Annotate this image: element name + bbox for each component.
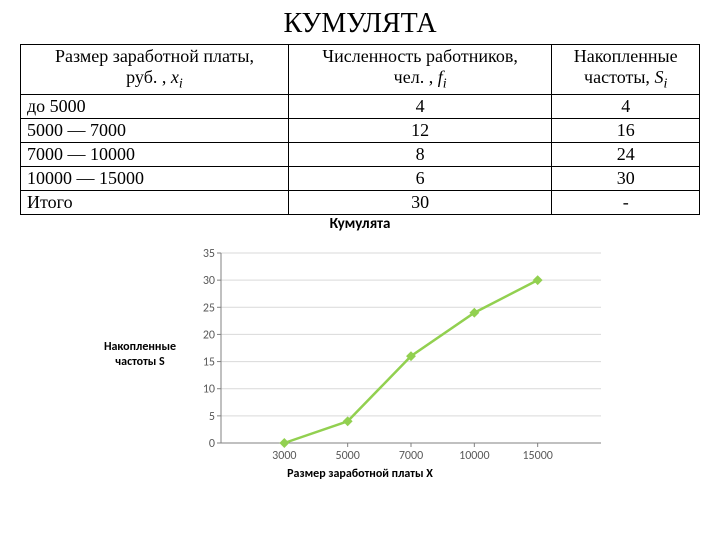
table-header-row: Размер заработной платы, руб. , xi Числе… (21, 45, 700, 95)
svg-text:5: 5 (209, 409, 215, 423)
data-table: Размер заработной платы, руб. , xi Числе… (20, 44, 700, 215)
svg-text:10: 10 (203, 382, 215, 396)
col1-header: Размер заработной платы, руб. , xi (21, 45, 289, 95)
chart-container: Накопленные частоты S 0 5 10 15 20 25 30 35 3000… (20, 245, 700, 465)
svg-text:35: 35 (203, 247, 215, 261)
svg-text:25: 25 (203, 301, 215, 315)
table-row: 5000 — 70001216 (21, 118, 700, 142)
svg-text:30: 30 (203, 274, 215, 288)
page-title: КУМУЛЯТА (20, 8, 700, 40)
svg-text:7000: 7000 (399, 449, 423, 463)
svg-text:15000: 15000 (523, 449, 553, 463)
chart-xlabel: Размер заработной платы X (20, 467, 700, 481)
svg-text:15: 15 (203, 355, 215, 369)
col3-header: Накопленные частоты, Si (552, 45, 700, 95)
table-row: Итого30- (21, 190, 700, 214)
chart-ylabel: Накопленные частоты S (104, 340, 176, 369)
chart-title: Кумулята (20, 215, 700, 233)
table-row: 10000 — 15000630 (21, 166, 700, 190)
svg-text:5000: 5000 (336, 449, 360, 463)
table-row: 7000 — 10000824 (21, 142, 700, 166)
table-row: до 500044 (21, 94, 700, 118)
col2-header: Численность работников, чел. , fi (288, 45, 551, 95)
svg-text:10000: 10000 (459, 449, 489, 463)
svg-text:3000: 3000 (272, 449, 296, 463)
svg-text:20: 20 (203, 328, 215, 342)
cumulative-chart: 0 5 10 15 20 25 30 35 3000 5000 7000 10000 15000 (186, 245, 616, 465)
svg-text:0: 0 (209, 437, 215, 451)
